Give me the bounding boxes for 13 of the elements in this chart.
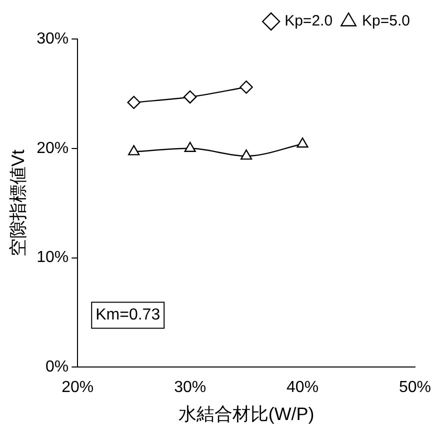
x-tick-label: 30% (174, 379, 206, 396)
y-tick-label: 30% (36, 30, 69, 48)
x-tick-label: 40% (286, 379, 319, 396)
x-axis-title: 水結合材比(W/P) (178, 404, 314, 424)
legend-label: Kp=5.0 (362, 12, 410, 30)
legend-label: Kp=2.0 (284, 12, 333, 30)
annotation: Km=0.73 (96, 306, 160, 324)
y-tick-label: 0% (46, 358, 69, 376)
y-axis-title: 空隙指標値Vt (8, 150, 28, 257)
y-tick-label: 20% (36, 140, 69, 157)
x-tick-label: 50% (398, 379, 432, 396)
y-tick-label: 10% (36, 249, 69, 266)
x-tick-label: 20% (62, 379, 94, 396)
